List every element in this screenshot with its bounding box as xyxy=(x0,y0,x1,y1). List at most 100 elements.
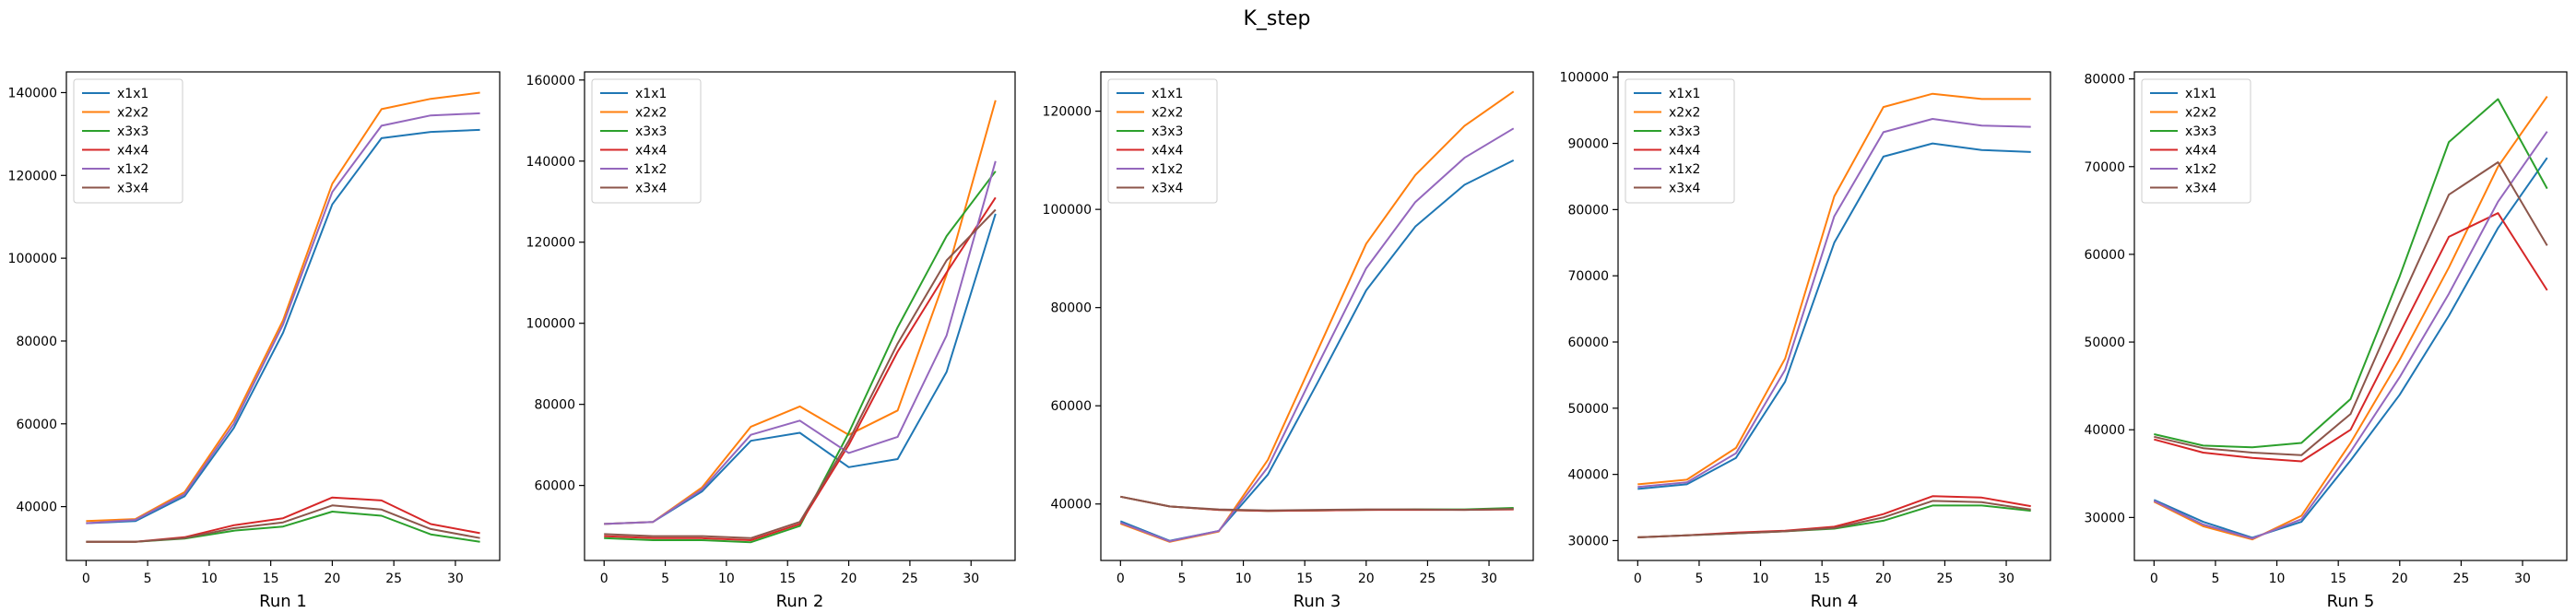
plot-frame xyxy=(1617,71,2051,561)
legend: x1x1 x2x2 x3x3 x4x4 x1x2 x3x4 xyxy=(1625,78,1735,204)
legend: x1x1 x2x2 x3x3 x4x4 x1x2 x3x4 xyxy=(73,78,183,204)
series-line-x1x1 xyxy=(86,128,480,525)
x-tick-label: 25 xyxy=(1937,572,1954,586)
x-tick-label: 5 xyxy=(1177,572,1186,586)
series-line-x2x2 xyxy=(2153,96,2548,541)
charts-container: 0 5 10 15 20 25 30 40000 60000 80000 100000 120000 1… xyxy=(8,71,2568,611)
x-axis-label: Run 2 xyxy=(776,592,824,611)
y-tick-label: 120000 xyxy=(8,169,57,183)
y-tick-label: 60000 xyxy=(534,479,575,494)
x-axis-label: Run 5 xyxy=(2327,592,2375,611)
legend-label-x2x2: x2x2 xyxy=(635,106,667,121)
legend-label-x4x4: x4x4 xyxy=(1152,144,1183,159)
legend-label-x1x2: x1x2 xyxy=(1669,162,1700,177)
x-axis-label: Run 4 xyxy=(1811,592,1859,611)
x-tick-label: 15 xyxy=(1296,572,1313,586)
x-tick-label: 5 xyxy=(1695,572,1703,586)
y-tick-label: 60000 xyxy=(16,418,57,432)
legend-label-x4x4: x4x4 xyxy=(2185,144,2216,159)
plot-frame xyxy=(1100,71,1534,561)
x-tick-label: 20 xyxy=(1875,572,1892,586)
x-tick-label: 15 xyxy=(1814,572,1830,586)
figure-title: K_step xyxy=(1243,7,1310,30)
series-line-x2x2 xyxy=(86,91,480,523)
y-tick-label: 60000 xyxy=(1050,399,1092,414)
y-tick-label: 40000 xyxy=(1050,498,1092,513)
series-line-x3x4 xyxy=(604,208,997,539)
chart-panel-2: 0 5 10 15 20 25 30 60000 80000 100000 120000 140000… xyxy=(526,71,1016,611)
y-tick-label: 120000 xyxy=(526,236,575,251)
y-tick-label: 80000 xyxy=(1567,203,1609,218)
y-tick-label: 50000 xyxy=(2084,336,2125,350)
y-tick-label: 70000 xyxy=(2084,160,2125,175)
plot-frame xyxy=(65,71,501,561)
legend-label-x3x3: x3x3 xyxy=(1152,124,1183,139)
x-tick-label: 30 xyxy=(1481,572,1497,586)
y-tick-label: 100000 xyxy=(8,252,57,266)
legend-label-x1x1: x1x1 xyxy=(1669,87,1700,101)
x-tick-label: 0 xyxy=(82,572,90,586)
plot-frame xyxy=(584,71,1016,561)
x-tick-label: 0 xyxy=(1117,572,1125,586)
series-line-x3x3 xyxy=(2154,98,2548,449)
y-tick-label: 120000 xyxy=(1043,105,1092,120)
y-tick-label: 60000 xyxy=(1567,336,1609,350)
legend-label-x1x1: x1x1 xyxy=(117,87,148,101)
legend-box xyxy=(2141,78,2251,204)
x-tick-label: 30 xyxy=(2514,572,2531,586)
legend-box xyxy=(591,78,702,204)
x-tick-label: 20 xyxy=(324,572,340,586)
x-tick-label: 5 xyxy=(661,572,669,586)
y-tick-label: 80000 xyxy=(1050,301,1092,316)
series-line-x3x4 xyxy=(1637,500,2031,538)
legend-label-x3x3: x3x3 xyxy=(2185,124,2216,139)
y-tick-label: 140000 xyxy=(8,86,57,100)
legend-label-x3x3: x3x3 xyxy=(117,124,148,139)
x-tick-label: 30 xyxy=(447,572,464,586)
x-tick-label: 15 xyxy=(263,572,279,586)
legend-label-x1x1: x1x1 xyxy=(635,87,667,101)
x-tick-label: 20 xyxy=(1358,572,1375,586)
x-tick-label: 25 xyxy=(385,572,402,586)
y-tick-label: 160000 xyxy=(526,74,575,88)
x-tick-label: 10 xyxy=(201,572,218,586)
y-tick-label: 60000 xyxy=(2084,248,2125,263)
legend-label-x2x2: x2x2 xyxy=(117,106,148,121)
series-line-x3x3 xyxy=(604,171,997,544)
y-tick-label: 80000 xyxy=(534,398,575,413)
legend-label-x3x4: x3x4 xyxy=(635,182,667,196)
series-line-x1x1 xyxy=(2153,157,2548,539)
series-line-x4x4 xyxy=(2154,212,2548,463)
legend-label-x1x2: x1x2 xyxy=(2185,162,2216,177)
legend-label-x3x4: x3x4 xyxy=(1152,182,1183,196)
legend-label-x4x4: x4x4 xyxy=(635,144,667,159)
x-tick-label: 20 xyxy=(2392,572,2408,586)
legend-label-x1x2: x1x2 xyxy=(117,162,148,177)
y-tick-label: 90000 xyxy=(1567,137,1609,152)
x-tick-label: 20 xyxy=(841,572,857,586)
y-tick-label: 80000 xyxy=(2084,73,2125,88)
legend-label-x2x2: x2x2 xyxy=(1152,106,1183,121)
chart-panel-4: 0 5 10 15 20 25 30 30000 40000 50000 60000 70000 800… xyxy=(1560,71,2051,611)
legend-label-x3x4: x3x4 xyxy=(1669,182,1700,196)
series-line-x1x2 xyxy=(1637,118,2031,489)
x-tick-label: 0 xyxy=(1634,572,1642,586)
y-tick-label: 30000 xyxy=(2084,511,2125,525)
x-tick-label: 15 xyxy=(2330,572,2346,586)
legend: x1x1 x2x2 x3x3 x4x4 x1x2 x3x4 xyxy=(591,78,702,204)
legend-box xyxy=(1107,78,1218,204)
y-tick-label: 80000 xyxy=(16,335,57,349)
y-tick-label: 40000 xyxy=(16,501,57,515)
x-tick-label: 30 xyxy=(1998,572,2015,586)
y-tick-label: 100000 xyxy=(1560,71,1609,86)
x-tick-label: 0 xyxy=(2150,572,2158,586)
legend-label-x3x4: x3x4 xyxy=(117,182,148,196)
legend-label-x2x2: x2x2 xyxy=(2185,106,2216,121)
chart-panel-3: 0 5 10 15 20 25 30 40000 60000 80000 100000 120000 R… xyxy=(1043,71,1534,611)
x-tick-label: 5 xyxy=(144,572,152,586)
x-tick-label: 10 xyxy=(1753,572,1769,586)
x-tick-label: 10 xyxy=(2269,572,2286,586)
y-tick-label: 40000 xyxy=(1567,468,1609,483)
series-line-x1x2 xyxy=(604,160,997,525)
